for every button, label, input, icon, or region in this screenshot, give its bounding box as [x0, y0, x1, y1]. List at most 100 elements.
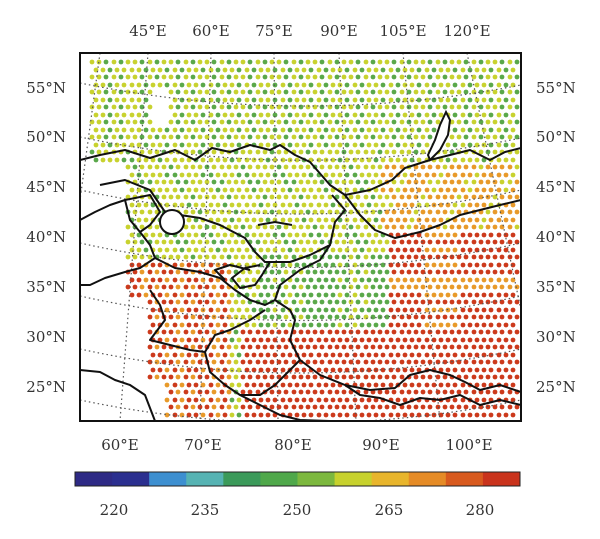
station-dot: [510, 172, 516, 178]
station-dot: [229, 232, 235, 238]
station-dot: [467, 262, 473, 268]
station-dot: [445, 67, 451, 73]
station-dot: [301, 142, 307, 148]
station-dot: [431, 82, 437, 88]
station-dot: [172, 172, 178, 178]
station-dot: [460, 172, 466, 178]
station-dot: [363, 59, 369, 65]
station-dot: [352, 112, 358, 118]
station-dot: [427, 179, 433, 185]
station-dot: [330, 247, 336, 253]
station-dot: [413, 299, 419, 305]
station-dot: [258, 157, 264, 163]
station-dot: [514, 329, 520, 335]
station-dot: [456, 89, 462, 95]
station-dot: [503, 277, 509, 283]
station-dot: [395, 127, 401, 133]
station-dot: [370, 59, 376, 65]
station-dot: [154, 374, 160, 380]
station-dot: [251, 172, 257, 178]
station-dot: [136, 97, 142, 103]
station-dot: [409, 247, 415, 253]
station-dot: [355, 344, 361, 350]
station-dot: [280, 337, 286, 343]
station-dot: [258, 97, 264, 103]
station-dot: [172, 382, 178, 388]
station-dot: [467, 367, 473, 373]
station-dot: [222, 82, 228, 88]
station-dot: [240, 329, 246, 335]
station-dot: [211, 59, 217, 65]
station-dot: [316, 127, 322, 133]
station-dot: [236, 367, 242, 373]
station-dot: [460, 82, 466, 88]
station-dot: [179, 247, 185, 253]
station-dot: [330, 367, 336, 373]
station-dot: [463, 254, 469, 260]
station-dot: [427, 74, 433, 80]
station-dot: [492, 59, 498, 65]
station-dot: [334, 389, 340, 395]
station-dot: [327, 224, 333, 230]
station-dot: [406, 389, 412, 395]
station-dot: [442, 404, 448, 410]
station-dot: [244, 352, 250, 358]
station-dot: [183, 119, 189, 125]
station-dot: [229, 187, 235, 193]
station-dot: [262, 314, 268, 320]
station-dot: [255, 404, 261, 410]
station-dot: [204, 89, 210, 95]
station-dot: [503, 247, 509, 253]
station-dot: [485, 149, 491, 155]
station-dot: [391, 329, 397, 335]
station-dot: [373, 67, 379, 73]
station-dot: [373, 292, 379, 298]
station-dot: [197, 404, 203, 410]
station-dot: [308, 97, 314, 103]
station-dot: [370, 209, 376, 215]
station-dot: [514, 254, 520, 260]
station-dot: [272, 307, 278, 313]
station-dot: [395, 247, 401, 253]
parallel-35n: [80, 295, 521, 322]
station-dot: [496, 277, 502, 283]
station-dot: [399, 119, 405, 125]
station-dot: [100, 127, 106, 133]
station-dot: [312, 299, 318, 305]
station-dot: [186, 277, 192, 283]
station-dot: [406, 89, 412, 95]
station-dot: [435, 344, 441, 350]
station-dot: [445, 157, 451, 163]
station-dot: [352, 277, 358, 283]
station-dot: [301, 382, 307, 388]
station-dot: [424, 217, 430, 223]
station-dot: [442, 359, 448, 365]
station-dot: [229, 247, 235, 253]
station-dot: [327, 74, 333, 80]
station-dot: [175, 314, 181, 320]
station-dot: [132, 254, 138, 260]
station-dot: [363, 164, 369, 170]
station-dot: [399, 59, 405, 65]
station-dot: [244, 217, 250, 223]
station-dot: [258, 127, 264, 133]
station-dot: [240, 344, 246, 350]
station-dot: [215, 337, 221, 343]
station-dot: [409, 352, 415, 358]
station-dot: [402, 172, 408, 178]
station-dot: [244, 277, 250, 283]
station-dot: [449, 74, 455, 80]
station-dot: [200, 157, 206, 163]
station-dot: [330, 67, 336, 73]
station-dot: [510, 112, 516, 118]
station-dot: [183, 194, 189, 200]
station-dot: [485, 314, 491, 320]
station-dot: [366, 127, 372, 133]
station-dot: [319, 179, 325, 185]
parallel-25n: [80, 399, 521, 421]
station-dot: [283, 299, 289, 305]
station-dot: [255, 119, 261, 125]
station-dot: [262, 359, 268, 365]
station-dot: [438, 307, 444, 313]
station-dot: [308, 412, 314, 418]
